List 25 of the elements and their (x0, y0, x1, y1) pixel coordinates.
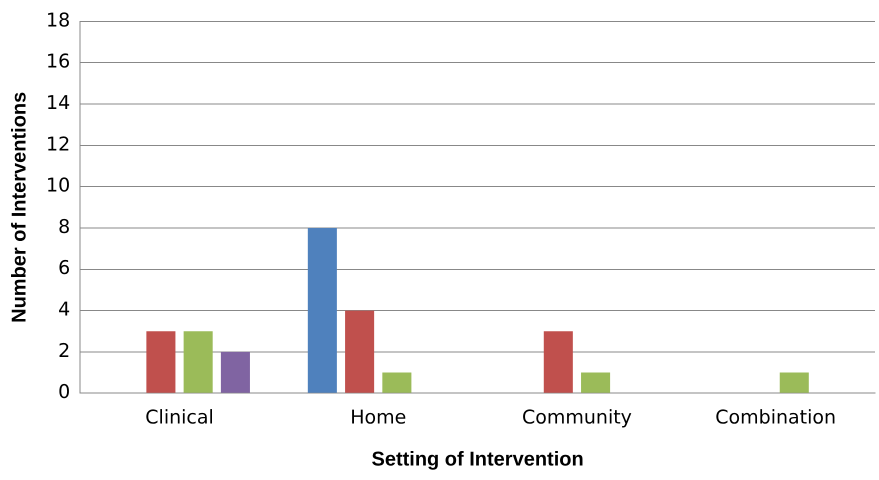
y-tick-label: 6 (58, 257, 70, 280)
bar (220, 352, 250, 393)
x-tick-label: Clinical (145, 406, 214, 429)
bar (780, 372, 809, 393)
y-tick-label: 4 (58, 298, 70, 321)
x-tick-label: Community (522, 406, 632, 429)
x-tick-label: Home (350, 406, 406, 429)
y-tick-label: 10 (46, 174, 70, 197)
y-axis-title: Number of Interventions (8, 92, 31, 323)
y-tick-label: 18 (46, 9, 70, 32)
bar (184, 331, 213, 393)
y-tick-label: 16 (46, 50, 70, 73)
bar (308, 228, 337, 393)
y-tick-label: 12 (46, 133, 70, 156)
y-tick-label: 2 (58, 340, 70, 362)
y-tick-label: 14 (46, 92, 70, 114)
x-axis-title: Setting of Intervention (371, 448, 584, 471)
x-tick-label: Combination (715, 406, 836, 429)
bar (544, 331, 573, 393)
bar (146, 331, 176, 393)
bar (345, 310, 374, 393)
bar (382, 372, 412, 393)
y-tick-label: 0 (58, 381, 70, 404)
y-tick-label: 8 (58, 216, 70, 238)
bar (581, 372, 610, 393)
